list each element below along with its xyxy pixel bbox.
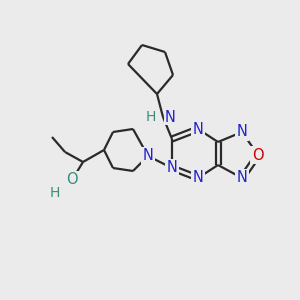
Text: N: N	[237, 124, 248, 140]
Text: N: N	[142, 148, 153, 164]
Text: O: O	[252, 148, 264, 163]
Text: N: N	[165, 110, 176, 124]
Text: H: H	[50, 186, 60, 200]
Text: N: N	[193, 170, 203, 185]
Text: H: H	[146, 110, 156, 124]
Text: O: O	[66, 172, 78, 188]
Text: N: N	[237, 170, 248, 185]
Text: N: N	[193, 122, 203, 136]
Text: N: N	[167, 160, 177, 175]
